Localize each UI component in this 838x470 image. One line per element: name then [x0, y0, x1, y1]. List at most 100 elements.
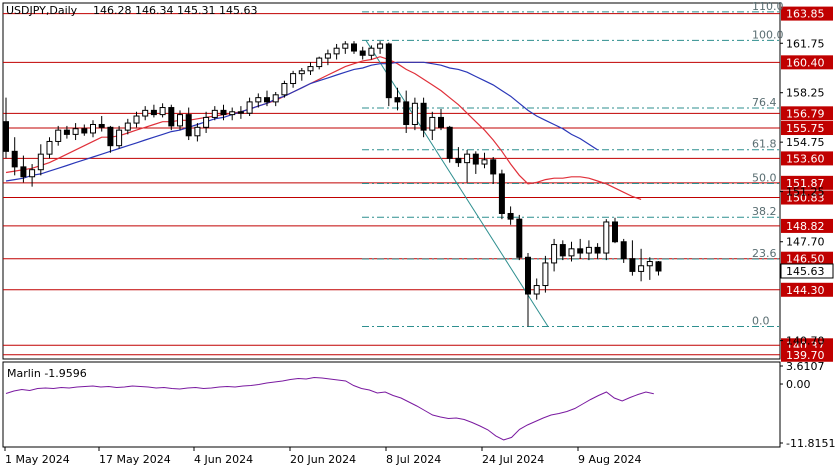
candle-body	[368, 47, 375, 56]
price-tick-label: 151.25	[786, 186, 825, 199]
level-tag-text: 163.85	[786, 8, 825, 21]
candle-body	[655, 261, 662, 272]
candle-body	[411, 102, 418, 125]
candle-body	[612, 221, 618, 243]
level-tag-text: 156.79	[786, 107, 825, 120]
candle-body	[585, 246, 592, 254]
candle-body	[359, 50, 366, 56]
candle-body	[481, 159, 488, 165]
level-tag	[781, 55, 833, 70]
level-tag-text: 151.87	[786, 177, 825, 190]
candle-body	[272, 94, 279, 103]
time-tick-label: 24 Jul 2024	[482, 453, 544, 466]
candle-body	[498, 173, 505, 214]
candle-body	[420, 102, 427, 131]
level-tag	[781, 175, 833, 190]
candle-body	[194, 126, 201, 137]
candle-body	[211, 109, 218, 118]
fib-trend-line	[365, 40, 549, 327]
candle-body	[203, 116, 210, 128]
level-tag	[781, 151, 833, 166]
level-tag	[781, 218, 833, 233]
price-tick-label: 161.75	[786, 37, 825, 50]
level-tag-text: 146.50	[786, 253, 825, 266]
candle-body	[333, 47, 340, 55]
candle-body	[55, 129, 62, 142]
candle-body	[237, 111, 244, 114]
candle-body	[37, 153, 44, 171]
time-tick-label: 8 Jul 2024	[386, 453, 441, 466]
level-tag-text: 155.75	[786, 122, 825, 135]
candle-body	[429, 116, 436, 131]
candle-body	[159, 107, 166, 116]
candle-body	[29, 169, 36, 178]
fib-level-label: 23.6	[752, 247, 777, 260]
level-tag	[781, 282, 833, 297]
level-tag-text: 160.40	[786, 56, 825, 69]
level-tag	[781, 106, 833, 121]
candle-body	[377, 43, 384, 49]
level-tag-text: 148.82	[786, 220, 825, 233]
candle-body	[133, 115, 140, 124]
candle-body	[20, 166, 27, 178]
oscillator-panel-frame	[2, 361, 781, 448]
price-tick-label: 154.75	[786, 136, 825, 149]
candle-body	[281, 83, 288, 96]
fib-level-label: 61.8	[752, 138, 777, 151]
candle-body	[507, 212, 514, 220]
level-tag	[781, 190, 833, 205]
candle-body	[246, 101, 253, 114]
candle-body	[472, 153, 479, 165]
fib-level-label: 38.2	[752, 205, 777, 218]
candle-body	[150, 109, 157, 116]
time-tick-label: 17 May 2024	[99, 453, 171, 466]
candle-body	[490, 159, 497, 175]
level-tag	[781, 347, 833, 362]
level-tag-text: 139.70	[786, 349, 825, 362]
candle-body	[594, 246, 601, 254]
candle-body	[298, 70, 305, 75]
price-panel-frame	[2, 2, 781, 360]
candle-body	[255, 97, 262, 103]
price-tick-label: 158.25	[786, 87, 825, 100]
time-tick-label: 20 Jun 2024	[290, 453, 356, 466]
candle-body	[620, 241, 627, 260]
candle-body	[646, 261, 653, 267]
candle-body	[316, 57, 323, 68]
candle-body	[142, 109, 149, 117]
candle-body	[438, 116, 444, 128]
oscillator-tick-label: 3.6107	[786, 360, 825, 373]
fib-level-label: 76.4	[752, 96, 777, 109]
candle-body	[603, 221, 610, 254]
candle-body	[168, 107, 175, 127]
candle-body	[220, 109, 227, 116]
candle-body	[385, 43, 392, 99]
candle-body	[542, 262, 549, 287]
marlin-oscillator: 3.6107 0.00 -11.8151	[5, 360, 835, 450]
candle-body	[90, 123, 96, 134]
candle-body	[264, 97, 270, 103]
level-tag	[781, 121, 833, 136]
axes: 145.63 161.75 158.25 154.75 151.25 147.70 140.…	[4, 37, 834, 466]
fib-level-label: 100.0	[752, 28, 784, 41]
candle-body	[533, 285, 540, 295]
marlin-line	[5, 376, 654, 441]
candle-body	[455, 157, 462, 164]
candle-body	[307, 66, 314, 72]
candle-body	[516, 218, 523, 258]
level-tag	[781, 251, 833, 266]
candle-body	[3, 121, 9, 152]
oscillator-tick-label: -11.8151	[786, 437, 835, 450]
time-tick-label: 1 May 2024	[5, 453, 70, 466]
candle-body	[290, 73, 297, 85]
fibonacci-retracement: 110.0 100.0 76.4 61.8 50.0 38.2 23.6 0.0	[362, 0, 784, 328]
chart-ohlc-readout: 146.28 146.34 145.31 145.63	[93, 4, 257, 17]
level-tag-text: 153.60	[786, 152, 825, 165]
time-tick-label: 9 Aug 2024	[578, 453, 641, 466]
candle-body	[324, 53, 331, 59]
candle-body	[638, 265, 645, 272]
candle-body	[568, 248, 575, 257]
candle-body	[551, 244, 558, 264]
horizontal-levels: 163.85 160.40 156.79 155.75 153.60 151.87 150.…	[3, 6, 833, 362]
